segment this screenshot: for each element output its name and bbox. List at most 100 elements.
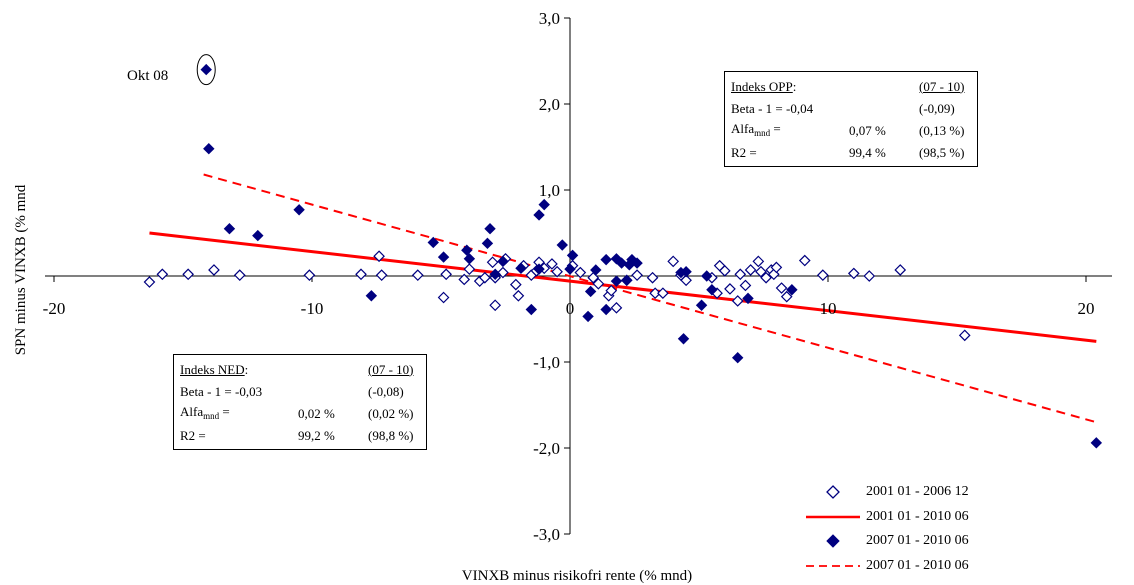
data-point-filled: [538, 198, 550, 211]
stats-ned-alfa-label: Alfa: [180, 404, 204, 419]
data-point-hollow: [680, 274, 692, 287]
data-point-filled: [515, 262, 527, 274]
data-point-hollow: [739, 279, 752, 292]
data-point-hollow: [375, 269, 388, 281]
data-point-hollow: [182, 268, 195, 281]
data-point-filled: [365, 290, 378, 302]
data-point-filled: [590, 264, 602, 276]
stats-box-opp: Indeks OPP: (07 - 10) Beta - 1 = -0,04 (…: [724, 71, 978, 167]
data-point-hollow: [816, 269, 829, 281]
stats-ned-alfa-alt: (0,02 %): [368, 405, 414, 421]
x-tick-label: 0: [566, 299, 575, 318]
outlier-circle: [196, 54, 216, 86]
data-point-hollow: [546, 258, 558, 270]
data-point-filled: [525, 303, 538, 316]
data-point-hollow: [489, 299, 502, 312]
data-point-hollow: [440, 268, 453, 281]
data-point-hollow: [509, 278, 522, 291]
data-point-filled: [252, 229, 264, 242]
data-point-filled: [731, 351, 744, 364]
y-tick-label: 3,0: [539, 9, 560, 28]
data-point-hollow: [497, 266, 509, 279]
stats-opp-r2-value: 99,4 %: [849, 144, 886, 160]
data-point-filled: [695, 299, 708, 311]
data-point-hollow: [512, 289, 525, 302]
data-point-hollow: [605, 284, 618, 297]
x-axis-title: VINXB minus risikofri rente (% mnd): [462, 568, 692, 584]
stats-opp-alfa-label: Alfa: [731, 121, 755, 136]
stats-ned-r2-row: R2 = 99,2 % (98,8 %): [180, 424, 420, 446]
data-point-filled: [701, 270, 713, 282]
data-point-hollow: [649, 287, 661, 300]
data-point-hollow: [755, 265, 767, 278]
stats-opp-r2-row: R2 = 99,4 % (98,5 %): [731, 141, 971, 163]
legend-item-solid-line: 2001 01 - 2010 06: [806, 505, 969, 530]
data-point-hollow: [486, 256, 499, 269]
data-point-filled: [463, 253, 476, 265]
data-point-hollow: [724, 283, 736, 295]
legend-label: 2007 01 - 2010 06: [866, 557, 969, 573]
data-point-hollow: [775, 282, 788, 294]
data-point-hollow: [592, 277, 605, 290]
tick-labels: -20 -10 0 10 20 3,0 2,0 1,0 -1,0 -2,0 -3,0 VINXB mi…: [13, 9, 1095, 584]
data-point-hollow: [894, 264, 907, 276]
stats-ned-header: Indeks NED: (07 - 10): [180, 358, 420, 380]
dashed-line-icon: [806, 564, 860, 567]
data-point-filled: [786, 284, 798, 296]
stats-opp-beta-alt: (-0,09): [919, 100, 955, 116]
data-point-filled: [427, 236, 439, 249]
data-point-filled: [582, 310, 594, 323]
stats-ned-r2-label: R2 =: [180, 427, 206, 443]
stats-ned-alfa-value: 0,02 %: [298, 405, 335, 421]
data-point-filled: [200, 63, 212, 76]
data-point-filled: [584, 285, 597, 298]
data-point-filled: [742, 292, 754, 305]
legend-label: 2007 01 - 2010 06: [866, 533, 969, 549]
data-point-hollow: [718, 264, 731, 277]
data-point-hollow: [646, 271, 659, 284]
filled-diamond-icon: [826, 534, 840, 548]
data-point-hollow: [143, 276, 156, 288]
data-point-hollow: [458, 273, 471, 286]
data-point-hollow: [667, 255, 680, 268]
regression-line-dashed: [203, 173, 1097, 424]
data-point-hollow: [780, 290, 793, 303]
y-tick-label: 2,0: [539, 95, 560, 114]
data-point-hollow: [303, 269, 316, 281]
data-point-hollow: [355, 268, 367, 281]
stats-opp-alfa-value: 0,07 %: [849, 122, 886, 138]
data-point-hollow: [744, 264, 757, 276]
data-point-hollow: [479, 271, 491, 284]
hollow-diamond-icon: [826, 485, 840, 500]
data-point-filled: [600, 253, 612, 266]
data-point-filled: [533, 209, 545, 221]
legend-label: 2001 01 - 2006 12: [866, 484, 969, 500]
stats-opp-beta-label: Beta - 1 = -0,04: [731, 100, 814, 116]
stats-ned-r2-alt: (98,8 %): [368, 427, 414, 443]
legend-item-filled-diamond: 2007 01 - 2010 06: [806, 529, 969, 554]
annotations: Okt 08: [127, 54, 216, 86]
data-point-hollow: [760, 271, 772, 284]
y-tick-label: 1,0: [539, 181, 560, 200]
data-point-hollow: [734, 268, 747, 281]
data-point-hollow: [958, 329, 971, 342]
data-point-filled: [621, 274, 633, 287]
data-point-filled: [677, 333, 690, 345]
data-point-hollow: [208, 264, 220, 276]
data-point-hollow: [373, 250, 385, 263]
solid-line-icon: [806, 515, 860, 518]
stats-ned-title-suffix: :: [244, 361, 249, 377]
data-point-filled: [461, 244, 473, 256]
stats-ned-beta-alt: (-0,08): [368, 383, 404, 399]
stats-opp-alfa-row: Alfamnd = 0,07 % (0,13 %): [731, 119, 971, 141]
data-point-filled: [437, 251, 450, 263]
data-point-filled: [631, 257, 643, 269]
data-point-filled: [489, 268, 501, 280]
stats-opp-r2-alt: (98,5 %): [919, 144, 965, 160]
data-point-hollow: [411, 269, 424, 281]
data-point-hollow: [156, 268, 169, 281]
legend-label: 2001 01 - 2010 06: [866, 508, 969, 524]
data-point-filled: [680, 265, 692, 278]
data-point-filled: [556, 239, 568, 251]
